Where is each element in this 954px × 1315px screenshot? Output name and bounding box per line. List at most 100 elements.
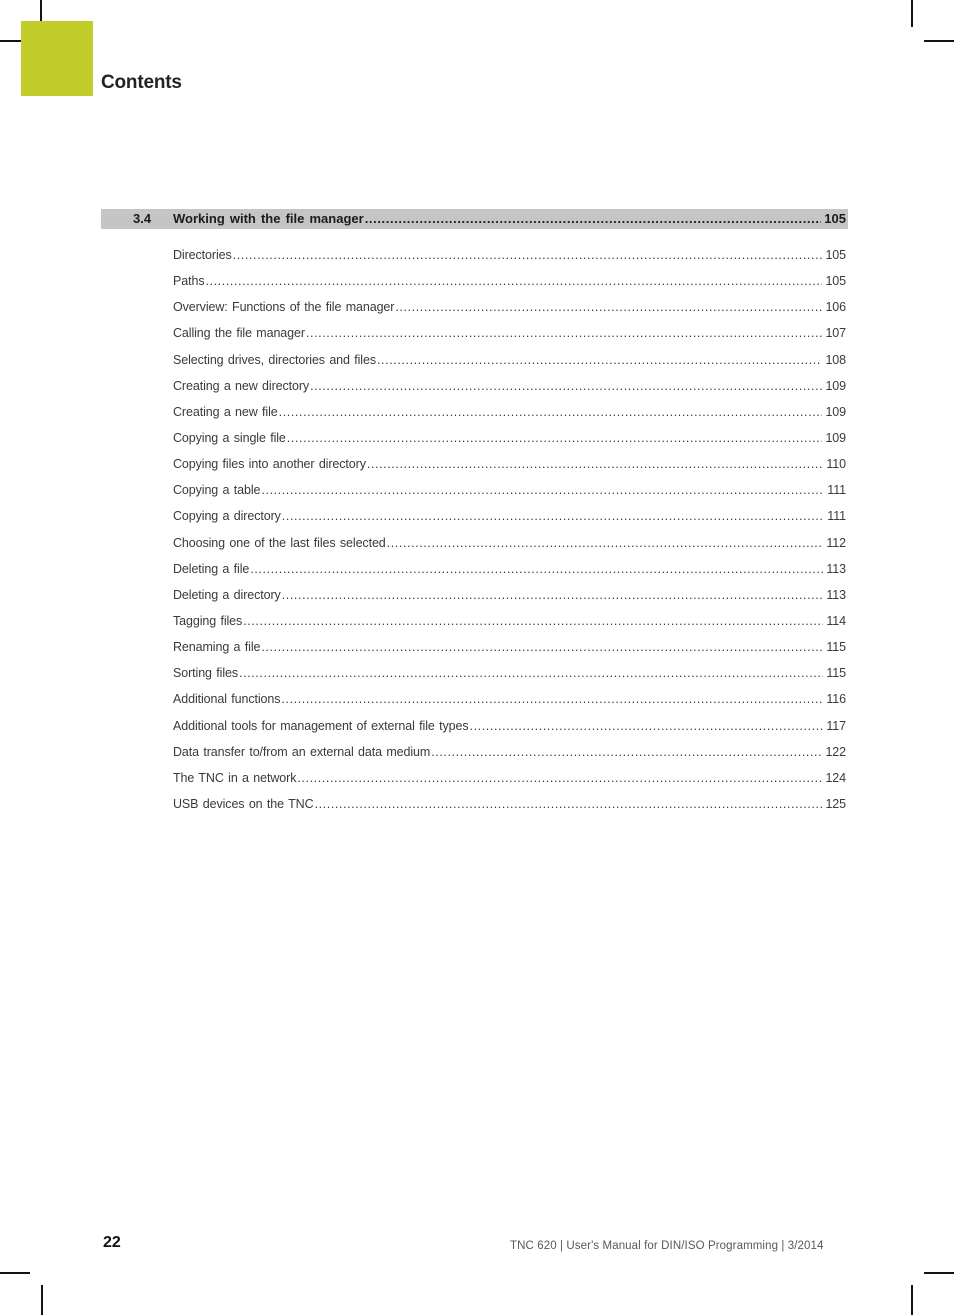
toc-entry[interactable]: Directories ............................… [173, 242, 846, 268]
brand-logo-square [21, 21, 93, 96]
toc-entry-page: 110 [826, 457, 846, 472]
toc-entry-title: Renaming a file [173, 640, 261, 655]
toc-entry-title: Copying a table [173, 483, 261, 498]
toc-entry-page: 107 [825, 326, 846, 341]
toc-leader-dots: ........................................… [431, 744, 823, 759]
page-title: Contents [101, 72, 182, 93]
toc-entry-page: 113 [826, 561, 846, 576]
toc-entry-page: 106 [825, 300, 846, 315]
toc-entry-title: Sorting files [173, 666, 239, 681]
toc-leader-dots: ........................................… [250, 561, 823, 576]
toc-entry-title: Additional tools for management of exter… [173, 718, 469, 733]
toc-entry[interactable]: Data transfer to/from an external data m… [173, 739, 846, 765]
toc-leader-dots: ........................................… [469, 718, 824, 733]
toc-entry[interactable]: Additional tools for management of exter… [173, 713, 846, 739]
toc-entry-title: Deleting a directory [173, 587, 281, 602]
toc-entries: Directories ............................… [101, 242, 848, 817]
crop-mark-top-left-vertical [40, 0, 42, 21]
toc-entry[interactable]: Sorting files ..........................… [173, 660, 846, 686]
toc-entry-page: 117 [826, 718, 846, 733]
toc-leader-dots: ........................................… [314, 796, 823, 811]
toc-entry-page: 114 [826, 613, 846, 628]
toc-entry-page: 111 [827, 483, 846, 498]
toc-entry-title: Selecting drives, directories and files [173, 352, 376, 367]
toc-entry[interactable]: Creating a new file ....................… [173, 399, 846, 425]
toc-entry-page: 109 [825, 430, 846, 445]
toc-entry-title: Deleting a file [173, 561, 250, 576]
toc-entry-title: Creating a new file [173, 404, 278, 419]
toc-leader-dots: ........................................… [278, 404, 823, 419]
toc-entry-page: 115 [826, 666, 846, 681]
toc-leader-dots: ........................................… [261, 640, 824, 655]
toc-entry-page: 105 [825, 274, 846, 289]
toc-leader-dots: ........................................… [364, 211, 822, 226]
toc-entry-title: Overview: Functions of the file manager [173, 300, 395, 315]
toc-entry-title: Additional functions [173, 692, 281, 707]
toc-entry-page: 112 [826, 535, 846, 550]
toc-entry[interactable]: Copying a directory ....................… [173, 503, 846, 529]
toc-entry-title: Directories [173, 248, 232, 262]
toc-leader-dots: ........................................… [232, 248, 823, 262]
toc-entry[interactable]: Copying files into another directory ...… [173, 451, 846, 477]
toc-entry[interactable]: Calling the file manager ...............… [173, 320, 846, 346]
toc-entry[interactable]: Choosing one of the last files selected … [173, 530, 846, 556]
toc-section-number: 3.4 [133, 211, 152, 226]
toc-section-header[interactable]: 3.4 Working with the file manager ......… [101, 209, 848, 229]
toc-leader-dots: ........................................… [281, 587, 824, 602]
table-of-contents: 3.4 Working with the file manager ......… [101, 209, 848, 817]
toc-leader-dots: ........................................… [281, 509, 825, 524]
toc-entry-title: Tagging files [173, 613, 243, 628]
toc-leader-dots: ........................................… [305, 326, 823, 341]
toc-entry[interactable]: Paths ..................................… [173, 268, 846, 294]
toc-entry-page: 113 [826, 587, 846, 602]
toc-entry[interactable]: Renaming a file ........................… [173, 634, 846, 660]
toc-entry[interactable]: Selecting drives, directories and files … [173, 347, 846, 373]
toc-entry[interactable]: The TNC in a network ...................… [173, 765, 846, 791]
toc-entry-page: 111 [827, 509, 846, 524]
toc-entry-page: 108 [825, 352, 846, 367]
toc-leader-dots: ........................................… [286, 430, 823, 445]
toc-entry-title: Paths [173, 274, 205, 289]
toc-section-title: Working with the file manager [173, 211, 364, 226]
toc-leader-dots: ........................................… [376, 352, 822, 367]
toc-entry-page: 115 [826, 640, 846, 655]
toc-entry[interactable]: Copying a single file ..................… [173, 425, 846, 451]
crop-mark-bottom-right-vertical [911, 1285, 913, 1315]
toc-leader-dots: ........................................… [366, 457, 824, 472]
toc-entry-title: Data transfer to/from an external data m… [173, 744, 431, 759]
toc-leader-dots: ........................................… [205, 274, 822, 289]
page-number: 22 [103, 1234, 121, 1251]
toc-leader-dots: ........................................… [386, 535, 824, 550]
toc-leader-dots: ........................................… [297, 770, 823, 785]
toc-entry[interactable]: Deleting a file ........................… [173, 556, 846, 582]
toc-entry[interactable]: Overview: Functions of the file manager … [173, 294, 846, 320]
toc-entry-title: Copying a single file [173, 430, 286, 445]
toc-entry-page: 105 [825, 248, 846, 262]
toc-entry-page: 122 [825, 744, 846, 759]
toc-leader-dots: ........................................… [239, 666, 823, 681]
toc-section-page: 105 [824, 211, 846, 226]
toc-entry-page: 116 [826, 692, 846, 707]
crop-mark-bottom-right-horizontal [924, 1272, 954, 1274]
toc-entry-title: USB devices on the TNC [173, 796, 314, 811]
toc-leader-dots: ........................................… [281, 692, 824, 707]
crop-mark-bottom-left-horizontal [0, 1272, 30, 1274]
toc-entry-page: 125 [825, 796, 846, 811]
toc-entry[interactable]: Creating a new directory ...............… [173, 373, 846, 399]
toc-entry[interactable]: Copying a table ........................… [173, 477, 846, 503]
toc-entry[interactable]: USB devices on the TNC .................… [173, 791, 846, 817]
toc-entry[interactable]: Tagging files ..........................… [173, 608, 846, 634]
footer-manual-reference: TNC 620 | User's Manual for DIN/ISO Prog… [510, 1240, 824, 1252]
toc-entry-title: Copying files into another directory [173, 457, 366, 472]
toc-leader-dots: ........................................… [395, 300, 822, 315]
toc-entry[interactable]: Deleting a directory ...................… [173, 582, 846, 608]
toc-entry-title: Creating a new directory [173, 378, 310, 393]
toc-leader-dots: ........................................… [310, 378, 822, 393]
toc-entry[interactable]: Additional functions ...................… [173, 686, 846, 712]
crop-mark-bottom-left-vertical [41, 1285, 43, 1315]
toc-entry-title: Choosing one of the last files selected [173, 535, 386, 550]
toc-entry-title: Calling the file manager [173, 326, 305, 341]
crop-mark-top-right-vertical [911, 0, 913, 27]
toc-leader-dots: ........................................… [243, 613, 824, 628]
